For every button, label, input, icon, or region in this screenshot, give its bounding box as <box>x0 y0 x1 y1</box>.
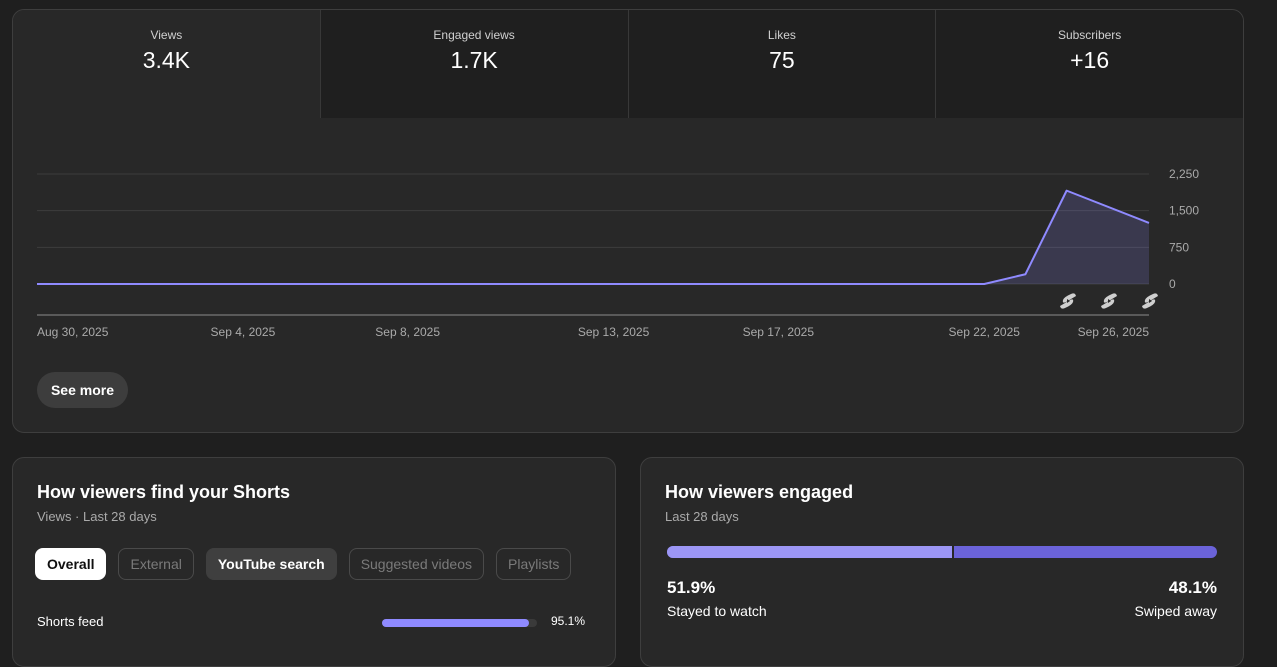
y-tick-label: 0 <box>1169 277 1176 291</box>
metric-tab-engaged-views[interactable]: Engaged views 1.7K <box>319 10 628 118</box>
see-more-button[interactable]: See more <box>37 372 128 408</box>
card-subtitle: Last 28 days <box>665 509 739 524</box>
shorts-icon[interactable] <box>1060 293 1076 309</box>
x-tick-label: Sep 17, 2025 <box>743 325 815 339</box>
chip-youtube-search[interactable]: YouTube search <box>205 548 337 580</box>
metric-label: Subscribers <box>1057 28 1122 42</box>
series-line <box>37 189 1150 285</box>
y-tick-label: 2,250 <box>1169 167 1199 181</box>
metric-value: 1.7K <box>450 47 498 73</box>
source-bar-fill <box>382 619 530 627</box>
metric-tab-views[interactable]: Views 3.4K <box>13 10 320 118</box>
overview-card: Views 3.4K Engaged views 1.7K Likes 75 S… <box>12 9 1244 433</box>
views-chart: 0 750 1,500 2,250 Aug 30, 2025 Sep 4, 2025 Sep… <box>37 167 1199 339</box>
swiped-percent: 48.1% <box>1168 578 1217 597</box>
traffic-source-chips: Overall External YouTube search Suggeste… <box>35 548 572 580</box>
engagement-bar <box>667 546 1217 558</box>
viewers-engaged-card: How viewers engaged Last 28 days 51.9% S… <box>640 457 1244 667</box>
x-tick-label: Sep 13, 2025 <box>578 325 650 339</box>
metric-tab-subscribers[interactable]: Subscribers +16 <box>935 10 1243 118</box>
stayed-percent: 51.9% <box>667 578 716 597</box>
source-row-shorts-feed: Shorts feed 95.1% <box>37 613 585 631</box>
shorts-icon[interactable] <box>1142 293 1158 309</box>
source-percent: 95.1% <box>550 614 585 628</box>
chip-overall[interactable]: Overall <box>35 548 107 580</box>
source-label: Shorts feed <box>37 614 104 629</box>
card-subtitle: Views · Last 28 days <box>37 509 157 524</box>
y-tick-label: 750 <box>1169 240 1189 254</box>
metric-label: Views <box>150 28 183 42</box>
y-tick-label: 1,500 <box>1169 204 1199 218</box>
card-title: How viewers engaged <box>665 482 854 502</box>
swiped-label: Swiped away <box>1134 603 1218 619</box>
source-bar-track <box>382 619 537 627</box>
series-area <box>37 190 1149 284</box>
chip-external[interactable]: External <box>118 548 194 580</box>
metric-label: Engaged views <box>433 28 515 42</box>
shorts-icon[interactable] <box>1101 293 1117 309</box>
x-tick-label: Sep 8, 2025 <box>375 325 440 339</box>
find-shorts-card: How viewers find your Shorts Views · Las… <box>12 457 616 667</box>
x-tick-label: Sep 22, 2025 <box>949 325 1021 339</box>
x-tick-label: Aug 30, 2025 <box>37 325 109 339</box>
metric-label: Likes <box>767 28 796 42</box>
x-tick-label: Sep 26, 2025 <box>1078 325 1150 339</box>
stayed-label: Stayed to watch <box>667 603 767 619</box>
chip-playlists[interactable]: Playlists <box>496 548 572 580</box>
engagement-bar-stayed <box>667 546 955 558</box>
x-tick-label: Sep 4, 2025 <box>211 325 276 339</box>
metric-value: 3.4K <box>142 47 191 73</box>
chip-suggested-videos[interactable]: Suggested videos <box>348 548 484 580</box>
metric-value: +16 <box>1070 47 1110 73</box>
metric-tab-likes[interactable]: Likes 75 <box>627 10 936 118</box>
card-title: How viewers find your Shorts <box>37 482 291 502</box>
metric-tabs: Views 3.4K Engaged views 1.7K Likes 75 S… <box>13 10 1243 118</box>
metric-value: 75 <box>769 47 795 73</box>
